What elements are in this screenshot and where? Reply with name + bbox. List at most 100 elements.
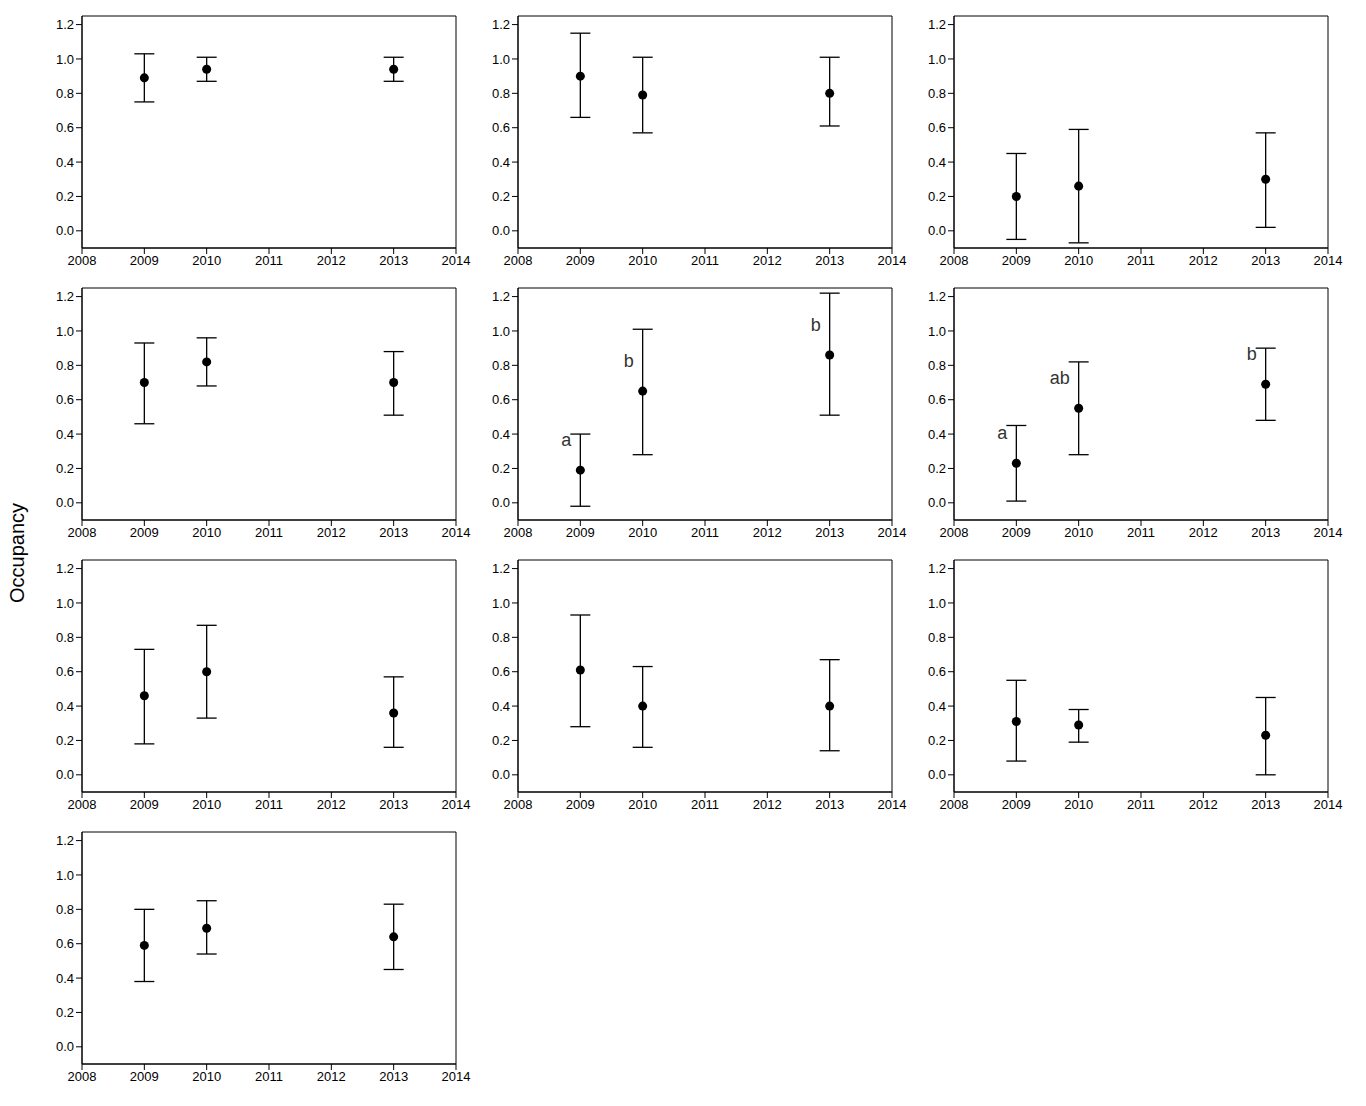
svg-text:0.0: 0.0 (492, 223, 510, 238)
svg-text:1.0: 1.0 (928, 52, 946, 67)
svg-text:0.8: 0.8 (56, 630, 74, 645)
svg-text:0.4: 0.4 (492, 427, 510, 442)
svg-text:2011: 2011 (255, 253, 283, 268)
svg-text:0.6: 0.6 (56, 120, 74, 135)
svg-text:ab: ab (1050, 368, 1070, 388)
svg-text:2011: 2011 (691, 253, 719, 268)
svg-text:2012: 2012 (1189, 525, 1218, 540)
svg-text:2008: 2008 (68, 253, 97, 268)
svg-text:0.6: 0.6 (56, 936, 74, 951)
svg-text:1.2: 1.2 (56, 561, 74, 576)
svg-text:0.0: 0.0 (56, 223, 74, 238)
svg-text:1.2: 1.2 (56, 289, 74, 304)
svg-text:2011: 2011 (1127, 797, 1155, 812)
svg-text:0.4: 0.4 (928, 155, 946, 170)
svg-text:2013: 2013 (1251, 253, 1280, 268)
svg-text:2012: 2012 (317, 797, 346, 812)
svg-text:1.2: 1.2 (928, 289, 946, 304)
svg-text:2010: 2010 (1064, 253, 1093, 268)
svg-text:2014: 2014 (878, 797, 907, 812)
svg-text:0.2: 0.2 (928, 189, 946, 204)
svg-text:b: b (624, 351, 634, 371)
svg-text:2011: 2011 (691, 797, 719, 812)
svg-text:2008: 2008 (504, 525, 533, 540)
svg-text:0.4: 0.4 (492, 155, 510, 170)
svg-text:2011: 2011 (1127, 525, 1155, 540)
svg-text:2013: 2013 (379, 253, 408, 268)
svg-text:2012: 2012 (1189, 797, 1218, 812)
svg-text:1.0: 1.0 (928, 596, 946, 611)
svg-text:2013: 2013 (815, 253, 844, 268)
svg-text:0.8: 0.8 (928, 86, 946, 101)
svg-text:2008: 2008 (504, 253, 533, 268)
svg-text:1.0: 1.0 (492, 52, 510, 67)
svg-text:2008: 2008 (68, 525, 97, 540)
svg-text:0.0: 0.0 (56, 495, 74, 510)
svg-text:2012: 2012 (1189, 253, 1218, 268)
svg-text:2013: 2013 (1251, 797, 1280, 812)
svg-text:2008: 2008 (940, 797, 969, 812)
svg-text:2010: 2010 (192, 525, 221, 540)
svg-text:2010: 2010 (192, 1069, 221, 1084)
svg-text:2012: 2012 (753, 797, 782, 812)
svg-text:1.2: 1.2 (56, 17, 74, 32)
svg-text:0.2: 0.2 (56, 461, 74, 476)
svg-text:0.6: 0.6 (492, 392, 510, 407)
svg-text:0.0: 0.0 (928, 767, 946, 782)
svg-text:1.0: 1.0 (56, 868, 74, 883)
svg-text:0.6: 0.6 (928, 392, 946, 407)
svg-text:2009: 2009 (130, 253, 159, 268)
svg-text:2011: 2011 (691, 525, 719, 540)
svg-text:2013: 2013 (379, 1069, 408, 1084)
svg-text:0.6: 0.6 (928, 120, 946, 135)
svg-text:0.0: 0.0 (492, 767, 510, 782)
svg-text:2014: 2014 (1314, 253, 1343, 268)
svg-text:0.8: 0.8 (56, 86, 74, 101)
svg-text:2009: 2009 (1002, 797, 1031, 812)
svg-text:2009: 2009 (130, 797, 159, 812)
svg-text:1.2: 1.2 (928, 561, 946, 576)
svg-text:0.2: 0.2 (56, 189, 74, 204)
svg-text:2014: 2014 (442, 1069, 471, 1084)
svg-text:2012: 2012 (753, 253, 782, 268)
svg-text:0.2: 0.2 (492, 733, 510, 748)
svg-text:0.4: 0.4 (928, 699, 946, 714)
svg-text:1.2: 1.2 (492, 289, 510, 304)
svg-text:0.0: 0.0 (56, 1039, 74, 1054)
svg-text:2011: 2011 (1127, 253, 1155, 268)
svg-text:0.6: 0.6 (492, 120, 510, 135)
svg-text:2012: 2012 (317, 1069, 346, 1084)
svg-text:2010: 2010 (1064, 797, 1093, 812)
svg-text:2011: 2011 (255, 1069, 283, 1084)
svg-text:2013: 2013 (815, 525, 844, 540)
svg-text:1.2: 1.2 (492, 561, 510, 576)
svg-text:2013: 2013 (1251, 525, 1280, 540)
svg-text:2010: 2010 (192, 797, 221, 812)
svg-text:2014: 2014 (878, 253, 907, 268)
svg-text:1.2: 1.2 (56, 833, 74, 848)
svg-text:0.8: 0.8 (492, 630, 510, 645)
svg-text:0.2: 0.2 (928, 733, 946, 748)
svg-text:2014: 2014 (878, 525, 907, 540)
svg-text:1.0: 1.0 (928, 324, 946, 339)
svg-text:1.0: 1.0 (492, 596, 510, 611)
svg-text:2009: 2009 (566, 525, 595, 540)
svg-text:0.4: 0.4 (928, 427, 946, 442)
svg-text:0.0: 0.0 (928, 223, 946, 238)
svg-text:0.8: 0.8 (56, 902, 74, 917)
svg-text:2008: 2008 (940, 525, 969, 540)
svg-text:0.2: 0.2 (492, 189, 510, 204)
svg-text:2010: 2010 (1064, 525, 1093, 540)
svg-text:2009: 2009 (1002, 253, 1031, 268)
svg-text:0.8: 0.8 (56, 358, 74, 373)
svg-text:b: b (1247, 344, 1257, 364)
svg-text:2009: 2009 (566, 253, 595, 268)
svg-text:0.6: 0.6 (56, 392, 74, 407)
svg-text:2009: 2009 (130, 525, 159, 540)
svg-text:0.8: 0.8 (492, 86, 510, 101)
svg-text:1.0: 1.0 (492, 324, 510, 339)
svg-text:1.2: 1.2 (928, 17, 946, 32)
svg-text:1.0: 1.0 (56, 324, 74, 339)
svg-text:2013: 2013 (379, 797, 408, 812)
svg-text:0.4: 0.4 (56, 155, 74, 170)
